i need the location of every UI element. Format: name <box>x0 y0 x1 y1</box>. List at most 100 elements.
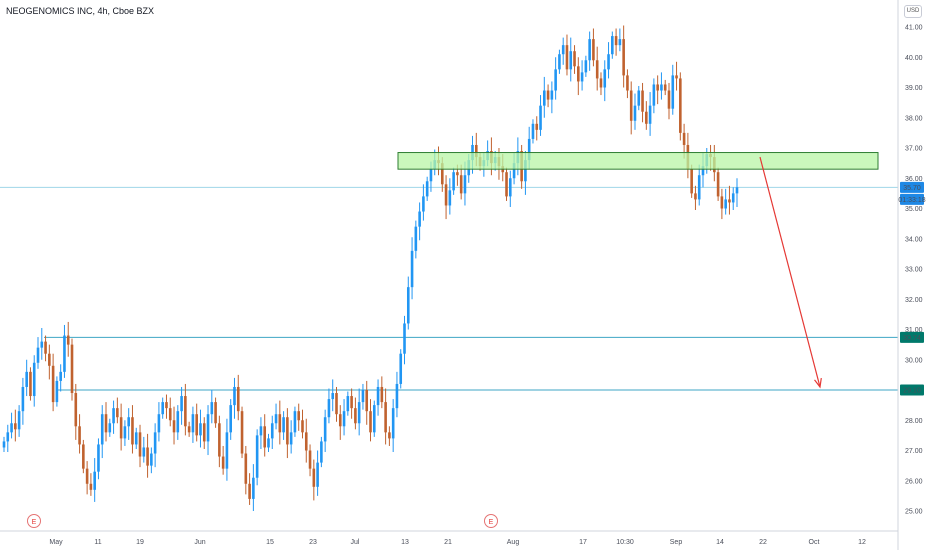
candle <box>293 406 297 437</box>
candle-body <box>191 414 195 433</box>
candle-body <box>561 45 565 55</box>
candle-body <box>320 441 323 463</box>
candle-body <box>346 396 350 412</box>
price-tick-label: 34.00 <box>905 236 923 243</box>
candle-body <box>274 414 278 424</box>
candle <box>380 376 384 409</box>
candle-body <box>123 426 127 439</box>
candle-body <box>679 78 682 133</box>
candle <box>116 397 119 424</box>
candle <box>134 427 138 449</box>
candle-body <box>119 417 123 439</box>
supply-zone <box>397 152 879 170</box>
candle-body <box>342 411 346 427</box>
candle <box>36 337 40 369</box>
candle-body <box>6 432 10 442</box>
candle-body <box>376 386 380 406</box>
candle <box>240 406 244 459</box>
candle <box>127 408 130 440</box>
time-axis[interactable]: May 11 19 Jun 15 23 Jul 13 21 Aug 17 10:30 Sep 14 22 Oc… <box>0 530 898 546</box>
earnings-label: E <box>32 519 37 526</box>
candle-body <box>361 390 365 403</box>
candle-body <box>278 414 282 433</box>
candle-body <box>48 353 51 366</box>
candle <box>131 405 134 454</box>
candle <box>161 397 164 419</box>
candle-body <box>195 414 198 436</box>
candle-body <box>202 423 206 442</box>
candle <box>694 185 697 211</box>
candle <box>422 184 425 221</box>
candle <box>508 170 512 207</box>
candle <box>365 380 369 425</box>
candle-body <box>380 386 384 403</box>
candle-body <box>331 393 335 400</box>
candle <box>361 383 365 410</box>
price-tick-label: 40.00 <box>905 55 923 62</box>
candle-body <box>614 36 618 46</box>
candle <box>652 78 656 114</box>
time-tick-label: Aug <box>507 539 520 546</box>
candle <box>565 34 569 76</box>
price-axis[interactable]: 41.00 40.00 39.00 38.00 37.00 36.00 35.00 34.00… <box>897 0 926 550</box>
candle <box>391 399 395 453</box>
candle-body <box>694 193 697 200</box>
chart-title: NEOGENOMICS INC, 4h, Cboe BZX <box>6 6 155 16</box>
candle-body <box>637 90 641 106</box>
candle-body <box>558 54 561 70</box>
candle-body <box>350 396 353 409</box>
candle <box>735 178 739 207</box>
candle-body <box>66 335 70 345</box>
candle-body <box>199 423 202 436</box>
candle-body <box>641 90 644 112</box>
candle-body <box>248 483 251 499</box>
candle <box>641 82 644 123</box>
candle-body <box>70 344 74 394</box>
candle-body <box>263 426 267 448</box>
candle-body <box>286 417 289 445</box>
price-label: 30.74 <box>900 331 924 343</box>
candle-body <box>229 405 233 433</box>
candle-body <box>656 84 659 91</box>
candle <box>89 473 93 496</box>
candle <box>10 412 13 439</box>
candle-body <box>206 414 210 442</box>
price-tick-label: 37.00 <box>905 146 923 153</box>
candle-body <box>384 402 387 433</box>
candle <box>274 403 278 430</box>
candle-body <box>422 196 425 212</box>
candle <box>731 187 735 211</box>
candle-body <box>108 423 112 433</box>
candle <box>229 399 233 440</box>
price-label-bg <box>900 193 924 205</box>
time-tick-label: 13 <box>401 539 409 546</box>
candle <box>414 220 418 259</box>
candle-body <box>10 423 13 433</box>
candle <box>44 335 47 362</box>
candle-body <box>463 175 467 194</box>
candle <box>59 364 62 392</box>
candle <box>180 386 183 425</box>
candle-body <box>682 132 686 145</box>
time-tick-label: 15 <box>266 539 274 546</box>
candle <box>74 383 78 440</box>
price-tick-label: 28.00 <box>905 418 923 425</box>
candle <box>338 405 342 440</box>
candle-body <box>138 432 142 457</box>
candle-body <box>372 405 376 433</box>
price-label-text: 35.70 <box>903 185 921 192</box>
candle-body <box>524 160 527 182</box>
candle <box>289 420 293 454</box>
candle <box>297 403 301 431</box>
candle-body <box>414 226 418 251</box>
candle-body <box>406 287 410 324</box>
candle <box>648 92 652 136</box>
candle <box>248 473 251 505</box>
candle <box>51 353 55 412</box>
candle-body <box>577 66 580 82</box>
currency-badge[interactable]: USD <box>904 5 922 18</box>
candle <box>316 450 319 496</box>
projection-arrow <box>759 156 821 388</box>
